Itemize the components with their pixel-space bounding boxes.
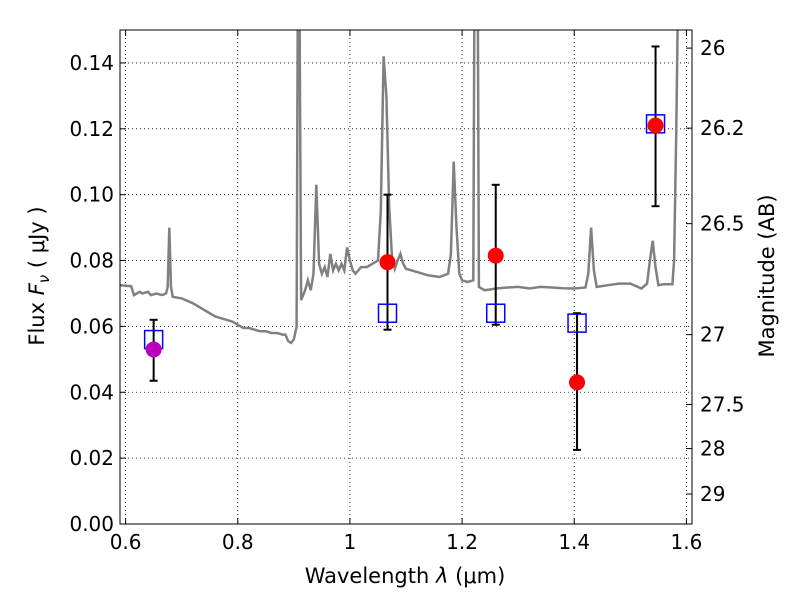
right-tick-label: 29 xyxy=(700,482,725,506)
y-axis-label: Flux Fν ( μJy ) xyxy=(25,206,53,345)
x-axis-label-prefix: Wavelength xyxy=(305,564,436,588)
x-tick-label: 1.4 xyxy=(558,530,590,554)
x-tick-label: 1 xyxy=(344,530,357,554)
right-axis-label: Magnitude (AB) xyxy=(755,194,779,357)
y-axis-label-unit: ( μJy ) xyxy=(25,206,49,274)
y-tick-label: 0.08 xyxy=(69,249,114,273)
observed-point-marker xyxy=(379,254,396,271)
axis-ticks: 0.6 0.8 1 1.2 1.4 1.6 0.00 0.02 0.04 0.06 0.08 0.10… xyxy=(69,30,745,554)
right-tick-label: 28 xyxy=(700,437,725,461)
right-tick-label: 26.5 xyxy=(700,212,745,236)
markers xyxy=(143,114,666,391)
x-tick-label: 1.2 xyxy=(446,530,478,554)
right-tick-label: 26 xyxy=(700,36,725,60)
observed-point-marker xyxy=(569,374,586,391)
y-tick-label: 0.06 xyxy=(69,314,114,338)
y-axis-label-subscript: ν xyxy=(35,275,53,283)
observed-point-marker xyxy=(487,247,504,264)
x-tick-label: 1.6 xyxy=(670,530,702,554)
x-axis-label-unit: (μm) xyxy=(448,564,505,588)
observed-point-marker xyxy=(647,117,664,134)
x-tick-label: 0.6 xyxy=(110,530,142,554)
right-tick-label: 26.2 xyxy=(700,116,745,140)
error-bars xyxy=(149,45,660,451)
right-tick-label: 27.5 xyxy=(700,392,745,416)
right-tick-label: 27 xyxy=(700,323,725,347)
sed-model-line xyxy=(120,30,679,345)
grid-lines xyxy=(120,30,692,525)
x-tick-label: 0.8 xyxy=(222,530,254,554)
y-tick-label: 0.10 xyxy=(69,183,114,207)
y-axis-label-prefix: Flux xyxy=(25,295,49,345)
y-axis-label-symbol: F xyxy=(25,282,49,295)
model-square-marker xyxy=(567,313,587,333)
y-tick-label: 0.04 xyxy=(69,380,114,404)
plot-area xyxy=(120,30,679,451)
observed-point-marker xyxy=(145,341,162,358)
x-axis-label: Wavelength λ (μm) xyxy=(305,564,506,588)
plot-frame xyxy=(119,29,693,525)
x-axis-label-symbol: λ xyxy=(435,564,448,588)
y-tick-label: 0.02 xyxy=(69,446,114,470)
y-tick-label: 0.14 xyxy=(69,51,114,75)
y-tick-label: 0.00 xyxy=(69,512,114,536)
model-square-marker xyxy=(485,303,506,323)
model-square-marker xyxy=(377,303,398,323)
y-tick-label: 0.12 xyxy=(69,117,114,141)
